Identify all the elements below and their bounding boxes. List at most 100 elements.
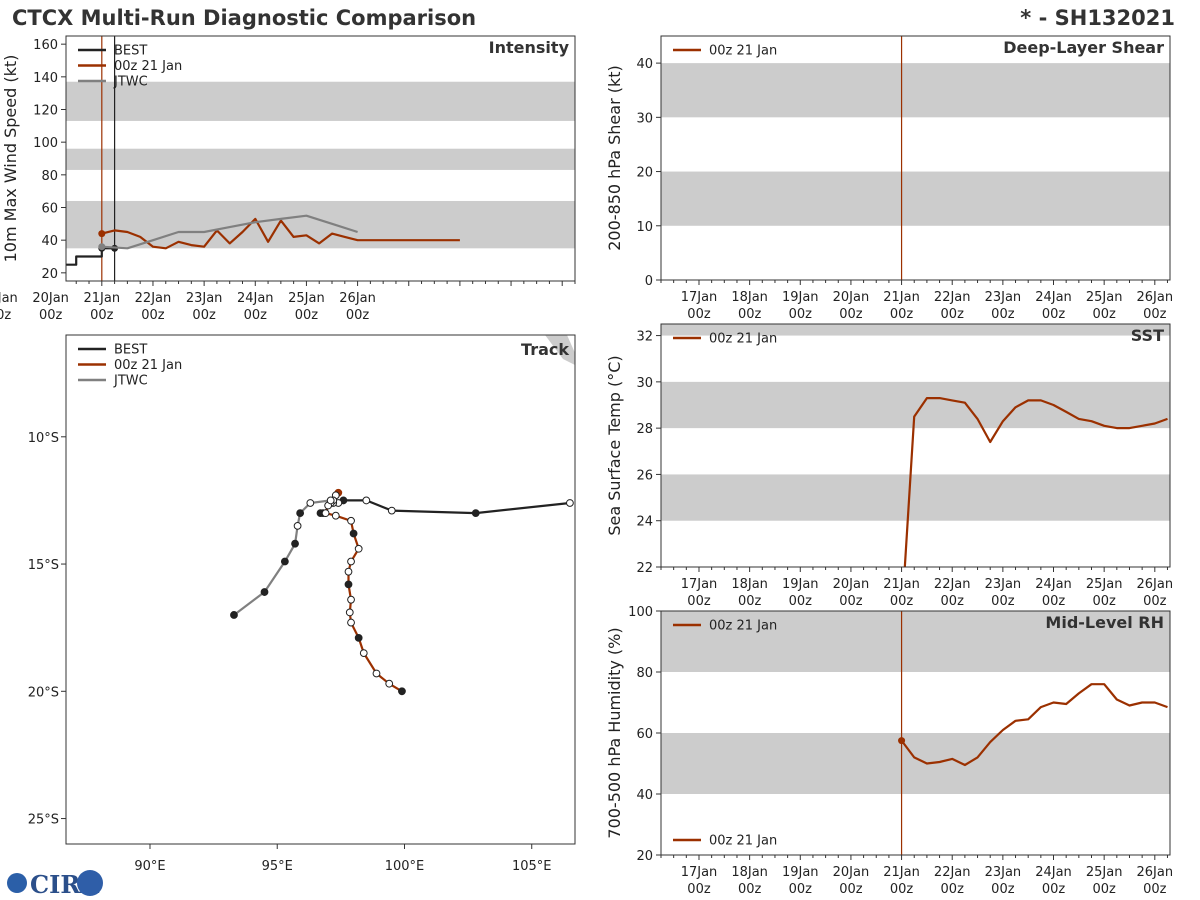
intensity-xtick-label: 25Jan	[288, 291, 325, 306]
sst-xtick-sublabel: 00z	[890, 594, 914, 609]
sst-xtick-label: 22Jan	[934, 577, 971, 592]
intensity-xtick-label: 20Jan	[32, 291, 69, 306]
rh-xtick-label: 25Jan	[1086, 865, 1123, 880]
track-point-run	[347, 595, 355, 604]
rh-marker-run	[898, 737, 906, 745]
intensity-legend-label-run: 00z 21 Jan	[114, 59, 182, 74]
intensity-xtick-sublabel: 00z	[141, 308, 165, 323]
shear-xtick-sublabel: 00z	[687, 307, 711, 322]
track-point-run	[331, 511, 340, 520]
intensity-plot	[66, 36, 575, 281]
intensity-xtick-label: 21Jan	[84, 291, 121, 306]
intensity-shade-band	[66, 148, 575, 170]
shear-xtick-sublabel: 00z	[890, 307, 914, 322]
sst-xtick-label: 17Jan	[681, 577, 718, 592]
cira-logo: CIRA	[7, 870, 103, 899]
shear-ytick-label: 10	[636, 220, 653, 235]
track-xtick-label: 105°E	[512, 859, 552, 874]
track-legend-label-run: 00z 21 Jan	[114, 358, 182, 373]
track-line-best	[320, 499, 571, 515]
shear-xtick-label: 23Jan	[985, 290, 1022, 305]
sst-xtick-sublabel: 00z	[839, 594, 863, 609]
shear-frame	[660, 35, 1171, 281]
intensity-line-best	[66, 247, 115, 266]
intensity-ytick-label: 100	[33, 136, 58, 151]
rh-xtick-label: 19Jan	[782, 865, 819, 880]
rh-xtick-sublabel: 00z	[1143, 882, 1167, 897]
track-point-jtwc	[260, 588, 269, 596]
track-line-run	[324, 492, 403, 693]
sst-plot	[661, 324, 1170, 567]
shear-xtick-label: 19Jan	[782, 290, 819, 305]
intensity-ytick-label: 120	[33, 104, 58, 119]
sst-xtick-label: 21Jan	[883, 577, 920, 592]
track-point-run	[349, 529, 358, 538]
shear-xtick-sublabel: 00z	[839, 307, 863, 322]
track-point-run	[354, 633, 363, 642]
storm-id: * - SH132021	[1020, 6, 1175, 30]
rh-xtick-sublabel: 00z	[839, 882, 863, 897]
intensity-xtick-sublabel: 00z	[346, 308, 370, 323]
track-point-run	[344, 567, 353, 576]
track-xtick-label: 90°E	[134, 859, 165, 874]
track-ytick-label: 10°S	[28, 431, 59, 446]
sst-xtick-label: 19Jan	[782, 577, 819, 592]
rh-shade-band	[661, 611, 1170, 672]
sst-xtick-sublabel: 00z	[789, 594, 813, 609]
rh-xtick-sublabel: 00z	[890, 882, 914, 897]
intensity-line-run	[101, 217, 460, 250]
rh-plot	[661, 611, 1170, 855]
rh-xtick-sublabel: 00z	[991, 882, 1015, 897]
sst-xtick-sublabel: 00z	[1143, 594, 1167, 609]
track-point-run	[354, 544, 363, 553]
shear-xtick-sublabel: 00z	[1092, 307, 1116, 322]
sst-panel: 22 24 26 28 30 32 17Jan 00z 18Jan 00z 19Jan 00z 20Ja…	[605, 323, 1173, 609]
intensity-marker-run	[98, 230, 106, 238]
rh-legend-label-run: 00z 21 Jan	[709, 619, 777, 634]
sst-ytick-label: 30	[636, 376, 653, 391]
sst-ytick-label: 26	[636, 468, 653, 483]
shear-plot	[661, 36, 1170, 280]
track-point-run	[372, 669, 381, 678]
shear-xtick-sublabel: 00z	[991, 307, 1015, 322]
track-xtick-label: 95°E	[262, 859, 293, 874]
rh-xtick-label: 22Jan	[934, 865, 971, 880]
rh-line-run	[900, 683, 1168, 767]
intensity-xtick-sublabel: 00z	[244, 308, 268, 323]
intensity-legend-label-best: BEST	[114, 44, 147, 59]
track-frame	[65, 334, 576, 845]
track-point-run	[347, 516, 355, 525]
intensity-frame	[65, 35, 576, 282]
rh-panel: 20 40 60 80 100 17Jan 00z 18Jan 00z 19Jan 00z 20Jan…	[605, 605, 1173, 897]
track-point-best	[566, 499, 574, 507]
track-landmass	[545, 335, 575, 365]
rh-ytick-label: 60	[636, 727, 653, 742]
rh-legend2-label-run: 00z 21 Jan	[709, 834, 777, 849]
rh-xtick-label: 24Jan	[1035, 865, 1072, 880]
rh-xtick-sublabel: 00z	[1092, 882, 1116, 897]
rh-xtick-sublabel: 00z	[789, 882, 813, 897]
track-line-jtwc	[233, 499, 331, 616]
sst-xtick-sublabel: 00z	[941, 594, 965, 609]
sst-line-run	[903, 397, 1168, 567]
sst-ytick-label: 32	[636, 330, 653, 345]
track-xtick-label: 100°E	[385, 859, 425, 874]
track-ytick-label: 25°S	[28, 813, 59, 828]
track-ytick-label: 20°S	[28, 685, 59, 700]
intensity-xtick-sublabel: 00z	[192, 308, 216, 323]
track-point-jtwc	[291, 539, 299, 548]
sst-legend-label-run: 00z 21 Jan	[709, 332, 777, 347]
intensity-ytick-label: 60	[41, 202, 58, 217]
track-point-run	[359, 649, 368, 658]
sst-ytick-label: 22	[636, 561, 653, 576]
intensity-xtick-label: 22Jan	[135, 291, 172, 306]
intensity-shade-band	[66, 81, 575, 121]
track-point-run	[347, 557, 355, 566]
cira-logo-bird-icon	[77, 870, 103, 896]
intensity-panel: 2040608010012014016017Jan00z18Jan00z19Ja…	[0, 35, 576, 323]
sst-xtick-label: 20Jan	[833, 577, 870, 592]
shear-ytick-label: 40	[636, 57, 653, 72]
shear-legend-label-run: 00z 21 Jan	[709, 44, 777, 59]
intensity-xtick-sublabel: 00z	[39, 308, 63, 323]
sst-shade-band	[661, 324, 1170, 336]
